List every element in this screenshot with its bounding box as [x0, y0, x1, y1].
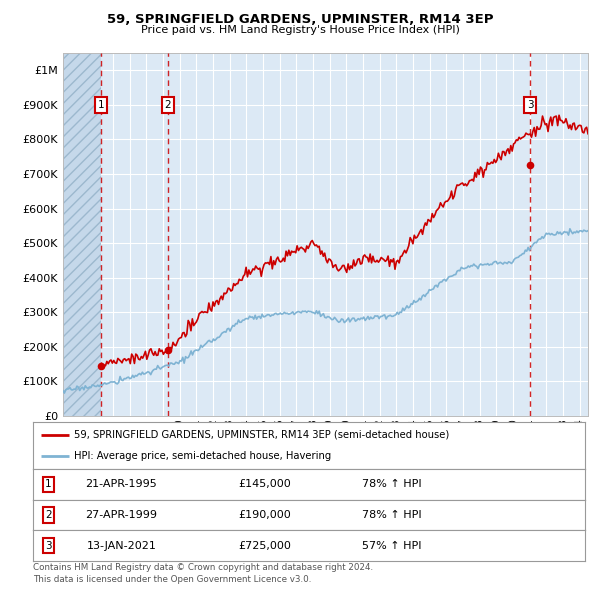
- Text: Contains HM Land Registry data © Crown copyright and database right 2024.
This d: Contains HM Land Registry data © Crown c…: [33, 563, 373, 584]
- Text: 78% ↑ HPI: 78% ↑ HPI: [362, 480, 422, 489]
- Text: £145,000: £145,000: [238, 480, 291, 489]
- Bar: [63, 53, 101, 416]
- Text: 2: 2: [45, 510, 52, 520]
- Text: 13-JAN-2021: 13-JAN-2021: [86, 541, 156, 550]
- Text: 78% ↑ HPI: 78% ↑ HPI: [362, 510, 422, 520]
- Text: 3: 3: [45, 541, 52, 550]
- Text: 3: 3: [527, 100, 533, 110]
- Text: 27-APR-1999: 27-APR-1999: [85, 510, 157, 520]
- Text: 57% ↑ HPI: 57% ↑ HPI: [362, 541, 422, 550]
- Text: Price paid vs. HM Land Registry's House Price Index (HPI): Price paid vs. HM Land Registry's House …: [140, 25, 460, 35]
- Text: £190,000: £190,000: [238, 510, 291, 520]
- Text: £725,000: £725,000: [238, 541, 291, 550]
- Text: 59, SPRINGFIELD GARDENS, UPMINSTER, RM14 3EP (semi-detached house): 59, SPRINGFIELD GARDENS, UPMINSTER, RM14…: [74, 430, 449, 440]
- Text: 59, SPRINGFIELD GARDENS, UPMINSTER, RM14 3EP: 59, SPRINGFIELD GARDENS, UPMINSTER, RM14…: [107, 13, 493, 26]
- Text: 1: 1: [45, 480, 52, 489]
- Text: 21-APR-1995: 21-APR-1995: [85, 480, 157, 489]
- Text: 1: 1: [98, 100, 104, 110]
- Text: HPI: Average price, semi-detached house, Havering: HPI: Average price, semi-detached house,…: [74, 451, 332, 461]
- Text: 2: 2: [164, 100, 172, 110]
